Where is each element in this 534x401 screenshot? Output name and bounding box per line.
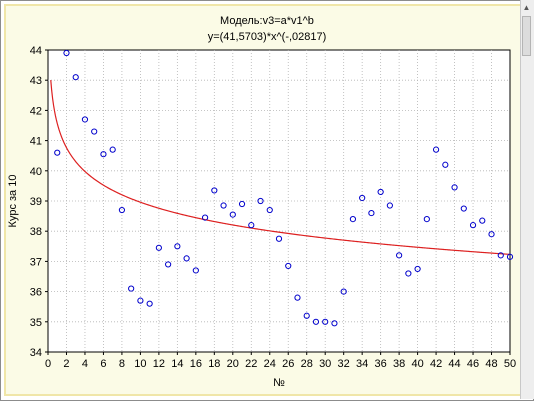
data-point: [109, 146, 116, 153]
data-point: [275, 235, 283, 242]
data-point: [312, 318, 320, 325]
data-point: [451, 184, 458, 191]
data-point: [248, 222, 255, 229]
x-tick-label: 46: [467, 358, 479, 370]
y-axis-label: Курс за 10: [7, 175, 19, 228]
data-point: [137, 297, 144, 304]
x-tick-label: 48: [485, 358, 497, 370]
y-tick-label: 40: [30, 166, 42, 178]
x-tick-label: 14: [171, 358, 183, 370]
data-point: [174, 243, 181, 250]
x-tick-label: 8: [119, 358, 125, 370]
data-point: [183, 255, 190, 262]
data-point: [322, 318, 329, 325]
x-tick-label: 24: [264, 358, 276, 370]
data-point: [460, 205, 467, 212]
data-point: [488, 231, 495, 238]
data-point: [432, 146, 440, 153]
x-tick-label: 32: [338, 358, 350, 370]
data-point: [257, 197, 264, 205]
data-point: [340, 288, 347, 295]
data-point: [368, 209, 375, 217]
x-tick-label: 34: [356, 358, 368, 370]
data-point: [220, 202, 227, 209]
fit-curve: [50, 80, 511, 255]
y-tick-label: 41: [30, 136, 42, 148]
x-tick-label: 36: [375, 358, 387, 370]
scroll-thumb[interactable]: [522, 16, 531, 56]
data-point: [303, 312, 310, 319]
x-tick-label: 26: [282, 358, 294, 370]
data-point: [201, 214, 209, 221]
data-point: [266, 206, 273, 214]
x-tick-label: 44: [448, 358, 460, 370]
x-tick-label: 12: [153, 358, 165, 370]
data-point: [91, 128, 98, 135]
y-tick-label: 43: [30, 75, 42, 87]
data-point: [377, 188, 384, 196]
data-point: [497, 252, 504, 259]
x-tick-label: 20: [227, 358, 239, 370]
data-point: [331, 320, 338, 327]
chart-title: Модель:v3=a*v1^b: [220, 15, 314, 27]
chart-subtitle: y=(41,5703)*x^(-,02817): [207, 31, 327, 43]
data-point: [155, 244, 162, 251]
x-tick-label: 10: [134, 358, 146, 370]
data-point: [81, 116, 89, 123]
x-axis-ticks: 0 2 4 6 8 10 12 14 16 18 20 22 24 26 28 30 32 34 36 38 40 42 4…: [45, 352, 516, 370]
data-point: [229, 211, 236, 218]
x-tick-label: 0: [45, 358, 51, 370]
data-point: [405, 270, 412, 277]
y-axis-ticks: 34 35 36 37 38 39 40 41 42 43 44: [30, 45, 48, 359]
data-point: [479, 217, 486, 224]
y-tick-label: 36: [30, 287, 42, 299]
data-point: [294, 294, 301, 301]
data-point: [396, 252, 403, 259]
data-point: [54, 149, 61, 156]
data-point: [414, 265, 421, 273]
x-tick-label: 4: [82, 358, 88, 370]
data-point: [63, 49, 70, 57]
x-tick-label: 2: [63, 358, 69, 370]
data-point: [285, 262, 292, 270]
x-tick-label: 50: [504, 358, 516, 370]
data-point: [146, 300, 153, 307]
vertical-scrollbar[interactable]: [520, 0, 534, 399]
data-point: [506, 253, 514, 260]
data-point: [118, 206, 126, 214]
x-tick-label: 18: [208, 358, 220, 370]
data-point: [238, 200, 246, 208]
data-point: [423, 216, 430, 223]
data-point: [386, 202, 393, 209]
data-point: [442, 161, 449, 168]
data-point: [469, 222, 477, 229]
data-point: [349, 216, 357, 223]
data-point: [359, 194, 366, 202]
y-tick-label: 44: [30, 45, 42, 57]
x-axis-label: №: [273, 377, 285, 389]
x-tick-label: 22: [245, 358, 257, 370]
data-point: [192, 267, 199, 274]
data-point: [165, 261, 172, 268]
x-tick-label: 16: [190, 358, 202, 370]
y-tick-label: 37: [30, 256, 42, 268]
y-tick-label: 38: [30, 226, 42, 238]
scroll-up-arrow-icon[interactable]: ▲: [522, 3, 531, 12]
x-tick-label: 28: [301, 358, 313, 370]
data-point: [72, 74, 79, 81]
y-tick-label: 35: [30, 317, 42, 329]
x-tick-label: 6: [100, 358, 106, 370]
x-tick-label: 38: [393, 358, 405, 370]
y-tick-label: 42: [30, 105, 42, 117]
data-points: [54, 49, 514, 327]
x-tick-label: 40: [411, 358, 423, 370]
x-tick-label: 30: [319, 358, 331, 370]
data-point: [100, 151, 107, 158]
y-tick-label: 34: [30, 347, 42, 359]
x-tick-label: 42: [430, 358, 442, 370]
y-tick-label: 39: [30, 196, 42, 208]
data-point: [211, 187, 218, 194]
data-point: [128, 285, 135, 292]
